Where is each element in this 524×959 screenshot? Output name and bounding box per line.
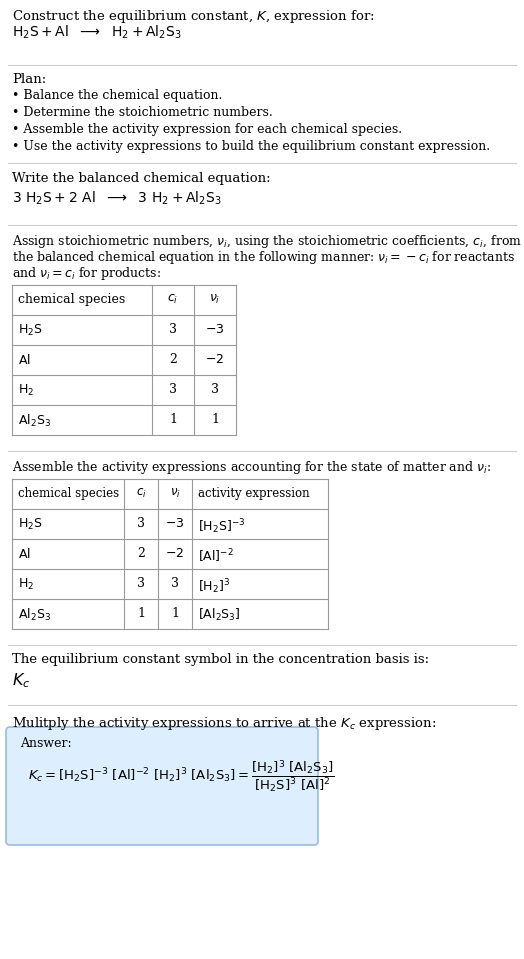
Text: 1: 1 — [137, 607, 145, 620]
Text: The equilibrium constant symbol in the concentration basis is:: The equilibrium constant symbol in the c… — [12, 653, 429, 666]
Text: 2: 2 — [169, 353, 177, 366]
Text: Mulitply the activity expressions to arrive at the $K_c$ expression:: Mulitply the activity expressions to arr… — [12, 715, 436, 732]
Text: Construct the equilibrium constant, $K$, expression for:: Construct the equilibrium constant, $K$,… — [12, 8, 375, 25]
Text: Answer:: Answer: — [20, 737, 72, 750]
Text: $3\ \mathrm{H_2S} + 2\ \mathrm{Al}$  $\longrightarrow$  $3\ \mathrm{H_2} + \math: $3\ \mathrm{H_2S} + 2\ \mathrm{Al}$ $\lo… — [12, 190, 222, 207]
Text: $[\mathrm{H_2}]^3$: $[\mathrm{H_2}]^3$ — [198, 577, 230, 596]
Text: $\mathrm{H_2S + Al}$  $\longrightarrow$  $\mathrm{H_2 + Al_2S_3}$: $\mathrm{H_2S + Al}$ $\longrightarrow$ $… — [12, 24, 182, 41]
Text: 3: 3 — [169, 383, 177, 396]
Text: • Balance the chemical equation.: • Balance the chemical equation. — [12, 89, 222, 102]
Text: $-2$: $-2$ — [166, 547, 184, 560]
Text: $\mathrm{H_2}$: $\mathrm{H_2}$ — [18, 577, 34, 592]
Text: 1: 1 — [211, 413, 219, 426]
Text: 3: 3 — [169, 323, 177, 336]
Text: $\mathrm{H_2S}$: $\mathrm{H_2S}$ — [18, 323, 42, 339]
Text: • Assemble the activity expression for each chemical species.: • Assemble the activity expression for e… — [12, 123, 402, 136]
Text: $\mathrm{Al}$: $\mathrm{Al}$ — [18, 353, 31, 367]
Text: 3: 3 — [137, 577, 145, 590]
Text: $-3$: $-3$ — [165, 517, 184, 530]
Text: 2: 2 — [137, 547, 145, 560]
Text: $[\mathrm{H_2S}]^{-3}$: $[\mathrm{H_2S}]^{-3}$ — [198, 517, 245, 536]
Text: $c_i$: $c_i$ — [136, 487, 146, 500]
Text: $\nu_i$: $\nu_i$ — [170, 487, 180, 500]
Text: Plan:: Plan: — [12, 73, 46, 86]
Text: Assign stoichiometric numbers, $\nu_i$, using the stoichiometric coefficients, $: Assign stoichiometric numbers, $\nu_i$, … — [12, 233, 522, 250]
Text: $-2$: $-2$ — [205, 353, 225, 366]
Text: the balanced chemical equation in the following manner: $\nu_i = -c_i$ for react: the balanced chemical equation in the fo… — [12, 249, 515, 266]
Bar — [12, 285, 236, 435]
Text: activity expression: activity expression — [198, 487, 310, 500]
Text: $\mathrm{Al}$: $\mathrm{Al}$ — [18, 547, 31, 561]
Text: • Determine the stoichiometric numbers.: • Determine the stoichiometric numbers. — [12, 106, 273, 119]
Text: $c_i$: $c_i$ — [167, 293, 179, 306]
Text: 3: 3 — [137, 517, 145, 530]
Text: $\nu_i$: $\nu_i$ — [209, 293, 221, 306]
Text: and $\nu_i = c_i$ for products:: and $\nu_i = c_i$ for products: — [12, 265, 161, 282]
Text: Assemble the activity expressions accounting for the state of matter and $\nu_i$: Assemble the activity expressions accoun… — [12, 459, 491, 476]
Text: $\mathrm{Al_2S_3}$: $\mathrm{Al_2S_3}$ — [18, 607, 51, 623]
Text: 1: 1 — [169, 413, 177, 426]
Text: 1: 1 — [171, 607, 179, 620]
Text: chemical species: chemical species — [18, 487, 119, 500]
Text: $K_c = [\mathrm{H_2S}]^{-3}\ [\mathrm{Al}]^{-2}\ [\mathrm{H_2}]^3\ [\mathrm{Al_2: $K_c = [\mathrm{H_2S}]^{-3}\ [\mathrm{Al… — [28, 759, 335, 795]
Bar — [12, 479, 328, 629]
Text: • Use the activity expressions to build the equilibrium constant expression.: • Use the activity expressions to build … — [12, 140, 490, 153]
FancyBboxPatch shape — [6, 727, 318, 845]
Text: $[\mathrm{Al_2S_3}]$: $[\mathrm{Al_2S_3}]$ — [198, 607, 241, 623]
Text: $-3$: $-3$ — [205, 323, 225, 336]
Text: Write the balanced chemical equation:: Write the balanced chemical equation: — [12, 172, 270, 185]
Text: $[\mathrm{Al}]^{-2}$: $[\mathrm{Al}]^{-2}$ — [198, 547, 234, 565]
Text: 3: 3 — [211, 383, 219, 396]
Text: $\mathrm{H_2}$: $\mathrm{H_2}$ — [18, 383, 34, 398]
Text: $\mathrm{H_2S}$: $\mathrm{H_2S}$ — [18, 517, 42, 532]
Text: $K_c$: $K_c$ — [12, 671, 30, 690]
Text: chemical species: chemical species — [18, 293, 125, 306]
Text: 3: 3 — [171, 577, 179, 590]
Text: $\mathrm{Al_2S_3}$: $\mathrm{Al_2S_3}$ — [18, 413, 51, 429]
